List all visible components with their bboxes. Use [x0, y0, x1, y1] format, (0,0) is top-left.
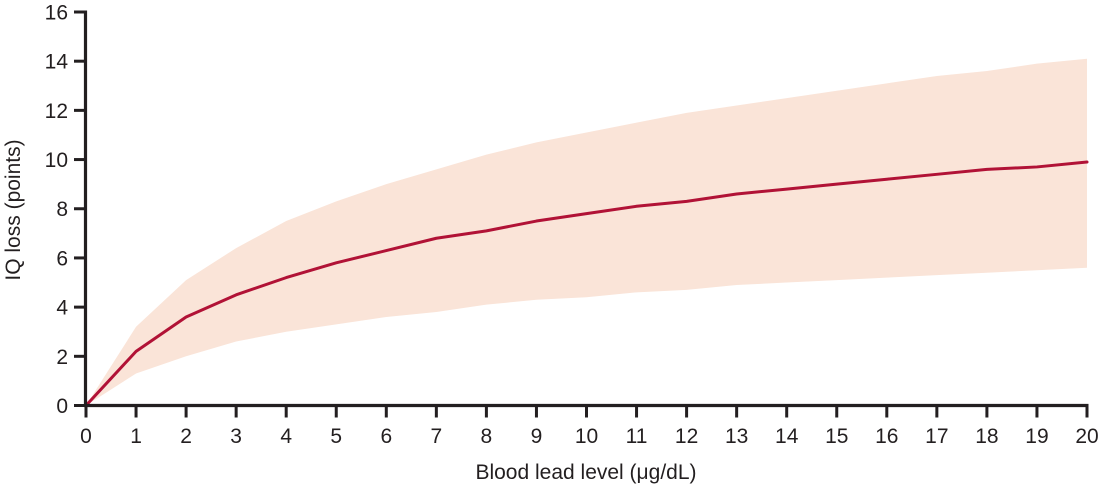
mean-line: [84, 160, 1089, 407]
x-tick-label: 14: [775, 425, 799, 448]
y-tick-label: 16: [45, 1, 68, 24]
x-tick-label: 2: [180, 425, 192, 448]
x-tick-label: 0: [80, 425, 92, 448]
x-tick-label: 20: [1075, 425, 1098, 448]
y-tick-label: 8: [56, 198, 68, 221]
x-tick-label: 16: [875, 425, 898, 448]
x-tick-label: 18: [975, 425, 998, 448]
y-tick-label: 14: [45, 51, 69, 74]
y-tick-labels: 0 2 4 6 8 10 12 14 16: [45, 1, 69, 418]
y-tick-label: 0: [56, 395, 68, 418]
x-tick-label: 13: [725, 425, 748, 448]
y-tick-label: 6: [56, 247, 68, 270]
x-tick-label: 7: [431, 425, 443, 448]
x-tick-label: 12: [675, 425, 698, 448]
x-ticks: [84, 405, 1089, 418]
x-tick-label: 5: [330, 425, 342, 448]
y-axis-title: IQ loss (points): [2, 139, 25, 280]
y-tick-label: 4: [56, 297, 68, 320]
x-axis-title: Blood lead level (μg/dL): [475, 461, 696, 484]
x-tick-label: 3: [230, 425, 242, 448]
y-tick-label: 10: [45, 149, 68, 172]
y-tick-label: 2: [56, 346, 68, 369]
x-tick-labels: 0 1 2 3 4 5 6 7 8 9 10 11 12 13 14 15 16 17 18 19 20: [80, 425, 1099, 448]
x-tick-label: 19: [1025, 425, 1048, 448]
x-tick-label: 1: [130, 425, 142, 448]
y-ticks: [74, 10, 86, 407]
x-tick-label: 10: [575, 425, 598, 448]
x-tick-label: 17: [925, 425, 948, 448]
x-tick-label: 8: [481, 425, 493, 448]
confidence-band: [86, 58, 1087, 406]
x-tick-label: 9: [531, 425, 543, 448]
x-tick-label: 6: [380, 425, 392, 448]
x-tick-label: 4: [280, 425, 292, 448]
x-tick-label: 15: [825, 425, 848, 448]
x-tick-label: 11: [626, 425, 648, 448]
y-tick-label: 12: [45, 100, 68, 123]
